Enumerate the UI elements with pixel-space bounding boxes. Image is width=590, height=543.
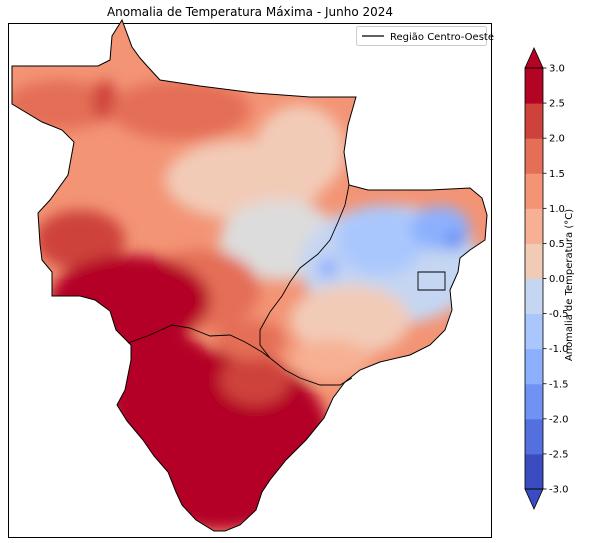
colorbar-segment: [525, 243, 543, 279]
legend-label: Região Centro-Oeste: [390, 32, 494, 43]
colorbar-segment: [525, 453, 543, 490]
colorbar-segment: [525, 68, 543, 104]
colorbar-tick-label: -2.0: [549, 414, 569, 425]
colorbar-tick-label: 0.0: [549, 274, 565, 285]
anomaly-blob-cool-spot: [318, 258, 338, 278]
anomaly-blob-northeast-peak: [445, 230, 465, 250]
state-border-mt-go: [259, 184, 350, 359]
colorbar-tick-label: 2.0: [549, 134, 565, 145]
colorbar-extend-min: [524, 488, 544, 510]
state-border-df: [417, 271, 446, 291]
state-border-mt-ms: [127, 324, 271, 359]
anomaly-blob-southeast-warm: [290, 340, 370, 380]
colorbar-label: Anomalia de Temperatura (°C): [564, 209, 575, 361]
colorbar-tick-label: 1.5: [549, 169, 565, 180]
anomaly-blob-southcenter-warm: [220, 355, 290, 405]
colorbar-segment: [525, 418, 543, 455]
colorbar-segment: [525, 278, 543, 315]
anomaly-blob-east-mild: [290, 285, 410, 355]
colorbar-tick-label: 1.0: [549, 204, 565, 215]
colorbar-segment: [525, 348, 543, 385]
state-border-ms-go: [269, 357, 353, 386]
anomaly-blob-east-cooler: [335, 205, 425, 275]
colorbar-segment: [525, 173, 543, 209]
colorbar-tick-label: -1.5: [549, 379, 569, 390]
colorbar-segment: [525, 103, 543, 139]
colorbar-tick-label: -3.0: [549, 485, 569, 496]
legend: Região Centro-Oeste: [356, 26, 494, 46]
colorbar-segment: [525, 138, 543, 174]
anomaly-blob-north-mid: [110, 80, 250, 140]
anomaly-blob-center-warm: [215, 320, 285, 360]
anomaly-blob-center-mild-2: [255, 105, 345, 195]
colorbar-segment: [525, 383, 543, 420]
colorbar-tick-label: -1.0: [549, 344, 569, 355]
chart-title: Anomalia de Temperatura Máxima - Junho 2…: [107, 5, 393, 19]
anomaly-blob-west-hot: [35, 210, 125, 270]
colorbar-tick-label: 3.0: [549, 64, 565, 75]
colorbar-tick-label: -2.5: [549, 449, 569, 460]
colorbar-tick-label: -0.5: [549, 309, 569, 320]
colorbar-tick-label: 0.5: [549, 239, 565, 250]
colorbar-segment: [525, 313, 543, 350]
colorbar-extend-max: [524, 47, 544, 69]
colorbar-segment: [525, 208, 543, 244]
legend-box: [356, 26, 487, 46]
colorbar-tick-label: 2.5: [549, 99, 565, 110]
colorbar: -3.0 -2.5 -2.0 -1.5 -1.0 -0.5 0.0 0.5 1.0 1.5 2.0 2…: [524, 47, 569, 510]
